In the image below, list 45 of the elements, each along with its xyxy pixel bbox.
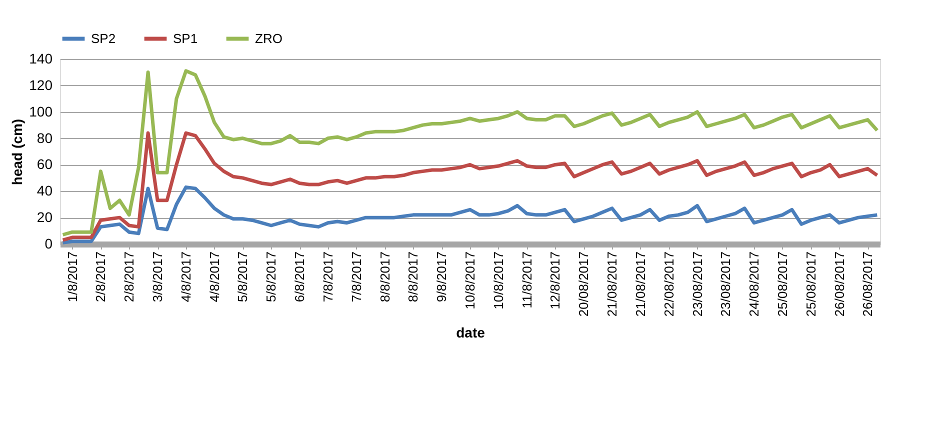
y-tick-label: 60 (36, 156, 53, 172)
x-tick-label: 9/8/2017 (434, 252, 450, 302)
x-tick-label: 20/08/2017 (576, 252, 592, 317)
x-tick-label: 5/8/2017 (264, 252, 279, 302)
x-tick-label: 7/8/2017 (320, 252, 336, 302)
x-tick-label: 6/8/2017 (292, 252, 308, 302)
y-tick-label: 100 (29, 103, 53, 120)
x-tick-label: 10/8/2017 (490, 252, 506, 310)
x-tick-label: 11/8/2017 (519, 252, 534, 308)
x-tick-label: 5/8/2017 (235, 252, 250, 302)
x-tick-label: 8/8/2017 (406, 252, 421, 302)
x-tick-label: 12/8/2017 (548, 252, 563, 310)
x-tick-label: 23/08/2017 (718, 252, 734, 317)
y-tick-label: 0 (44, 236, 53, 252)
legend-label: SP2 (91, 30, 116, 46)
x-tick-label: 4/8/2017 (206, 252, 222, 302)
y-tick-label: 20 (36, 209, 53, 226)
y-tick-label: 80 (36, 130, 53, 146)
line-series (61, 185, 879, 244)
x-tick-label: 10/8/2017 (462, 252, 478, 310)
x-tick-label: 23/08/2017 (690, 252, 705, 317)
x-tick-label: 2/8/2017 (93, 252, 108, 302)
x-tick-label: 25/08/2017 (774, 252, 790, 317)
x-tick-label: 21/08/2017 (632, 252, 648, 317)
x-tick-label: 24/08/2017 (746, 252, 762, 317)
y-axis-title: head (cm) (9, 118, 26, 186)
line-series (61, 69, 879, 236)
x-tick-label: 2/8/2017 (122, 252, 137, 302)
legend-label: ZRO (255, 30, 282, 46)
x-tick-label: 26/08/2017 (832, 252, 847, 317)
x-tick-label: 22/08/2017 (661, 252, 676, 317)
x-tick-label: 4/8/2017 (178, 252, 194, 302)
y-tick-label: 40 (36, 182, 53, 199)
y-tick-label: 120 (29, 76, 53, 93)
x-axis-title: date (456, 324, 486, 341)
x-tick-label: 3/8/2017 (150, 252, 166, 302)
x-tick-label: 25/08/2017 (803, 252, 818, 317)
x-tick-label: 7/8/2017 (348, 252, 364, 302)
y-tick-label: 140 (29, 50, 53, 66)
x-tick-label: 8/8/2017 (377, 252, 392, 302)
legend-label: SP1 (173, 30, 198, 46)
x-tick-label: 21/08/2017 (604, 252, 620, 317)
x-tick-label: 26/08/2017 (860, 252, 876, 317)
x-tick-label: 1/8/2017 (64, 252, 80, 302)
line-series (61, 131, 879, 242)
